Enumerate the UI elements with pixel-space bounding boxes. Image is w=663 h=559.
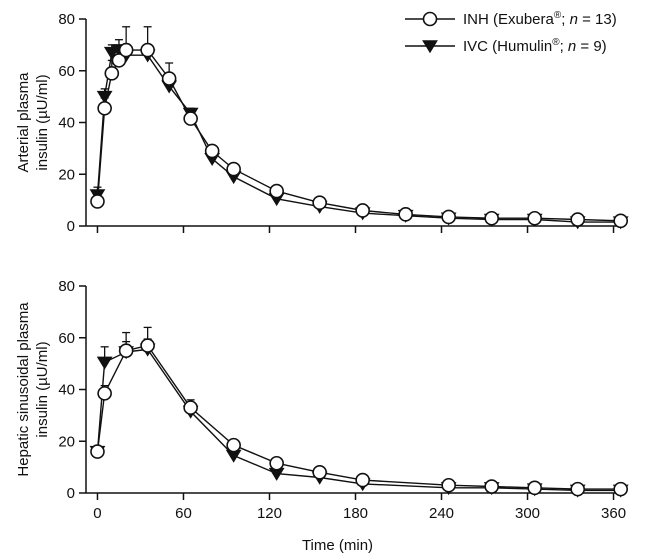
data-point-inh — [118, 343, 134, 358]
x-tick-label: 180 — [343, 505, 368, 522]
y-tick-label: 60 — [58, 330, 75, 347]
y-axis-title: Arterial plasma insulin (µU/ml) — [15, 72, 51, 173]
legend-entry-label: IVC (Humulin®; n = 9) — [463, 37, 607, 55]
data-point-inh — [97, 100, 112, 116]
legend-label-part: ; — [561, 11, 569, 28]
series-inh — [90, 326, 628, 497]
series-line-inh — [96, 49, 621, 222]
data-point-inh — [183, 400, 198, 415]
data-point-inh — [312, 195, 327, 211]
legend-label-part: = 13) — [578, 11, 617, 28]
y-tick-label: 0 — [67, 218, 75, 235]
series-line-ivc — [96, 348, 621, 492]
y-tick-label: 80 — [58, 278, 75, 295]
data-point-inh — [204, 143, 220, 159]
data-point-inh — [269, 183, 284, 199]
data-point-inh — [484, 479, 499, 494]
legend-registered-mark: ® — [552, 37, 560, 48]
legend-n-symbol: n — [570, 11, 578, 28]
data-point-inh — [355, 203, 370, 218]
y-tick-label: 20 — [58, 166, 75, 183]
data-point-inh — [527, 480, 542, 496]
legend-registered-mark: ® — [554, 10, 562, 21]
series-line-inh — [96, 344, 621, 490]
legend-marker-circle — [422, 11, 438, 27]
y-axis-title: Hepatic sinusoidal plasma insulin (µU/ml) — [15, 302, 51, 477]
data-point-inh — [140, 42, 155, 58]
x-tick-label: 360 — [601, 505, 626, 522]
y-tick-label: 0 — [67, 485, 75, 502]
data-point-inh — [398, 207, 413, 222]
legend-entry-label: INH (Exubera®; n = 13) — [463, 10, 617, 28]
data-point-inh — [613, 213, 628, 229]
x-tick-label: 120 — [257, 505, 282, 522]
data-point-inh — [161, 71, 177, 86]
data-point-inh — [441, 209, 456, 225]
y-tick-label: 40 — [58, 115, 75, 132]
y-axis-title-line: insulin (µU/ml) — [34, 74, 51, 170]
legend-n-symbol: n — [568, 38, 576, 55]
data-point-ivc — [96, 356, 113, 370]
data-point-inh — [90, 444, 105, 459]
data-point-inh — [613, 481, 628, 497]
data-point-inh — [97, 386, 112, 401]
x-tick-label: 240 — [429, 505, 454, 522]
series-ivc — [89, 338, 629, 498]
y-axis-title-line: Arterial plasma — [15, 72, 32, 173]
legend-label-part: INH (Exubera — [463, 11, 555, 28]
series-line-ivc — [96, 49, 621, 223]
y-tick-label: 80 — [58, 11, 75, 28]
data-point-inh — [183, 111, 198, 126]
legend-label-part: = 9) — [576, 38, 606, 55]
data-point-inh — [118, 42, 134, 58]
data-point-inh — [312, 464, 327, 480]
data-point-inh — [90, 194, 105, 209]
data-point-inh — [484, 210, 499, 226]
x-tick-label: 60 — [175, 505, 192, 522]
y-axis-title-line: Hepatic sinusoidal plasma — [15, 302, 32, 477]
x-axis-title: Time (min) — [302, 537, 373, 554]
x-tick-label: 300 — [515, 505, 540, 522]
data-point-inh — [226, 437, 241, 453]
data-point-inh — [570, 212, 585, 227]
y-tick-label: 40 — [58, 382, 75, 399]
series-ivc — [89, 39, 629, 230]
data-point-inh — [355, 472, 370, 488]
data-point-inh — [570, 481, 585, 497]
data-point-inh — [527, 210, 542, 226]
y-axis-title-line: insulin (µU/ml) — [34, 341, 51, 437]
legend-label-part: ; — [560, 38, 568, 55]
data-point-inh — [441, 477, 456, 493]
y-tick-label: 60 — [58, 63, 75, 80]
legend-label-part: IVC (Humulin — [463, 38, 552, 55]
series-inh — [90, 26, 628, 229]
data-point-inh — [140, 338, 155, 353]
chart-panel-top: 0 20 40 60 80 Arterial plasma insulin (µU/ml) I… — [15, 10, 629, 235]
legend-marker-triangle — [422, 40, 438, 54]
chart-panel-bottom: 0 20 40 60 80 0 60 120 180 240 300 360 Hepatic sinus… — [15, 278, 629, 554]
x-tick-label: 0 — [93, 505, 101, 522]
data-point-inh — [226, 161, 241, 177]
legend: INH (Exubera®; n = 13)IVC (Humulin®; n =… — [405, 10, 617, 55]
y-tick-label: 20 — [58, 433, 75, 450]
data-point-inh — [111, 53, 127, 68]
data-point-inh — [269, 455, 284, 471]
data-point-inh — [104, 66, 120, 81]
